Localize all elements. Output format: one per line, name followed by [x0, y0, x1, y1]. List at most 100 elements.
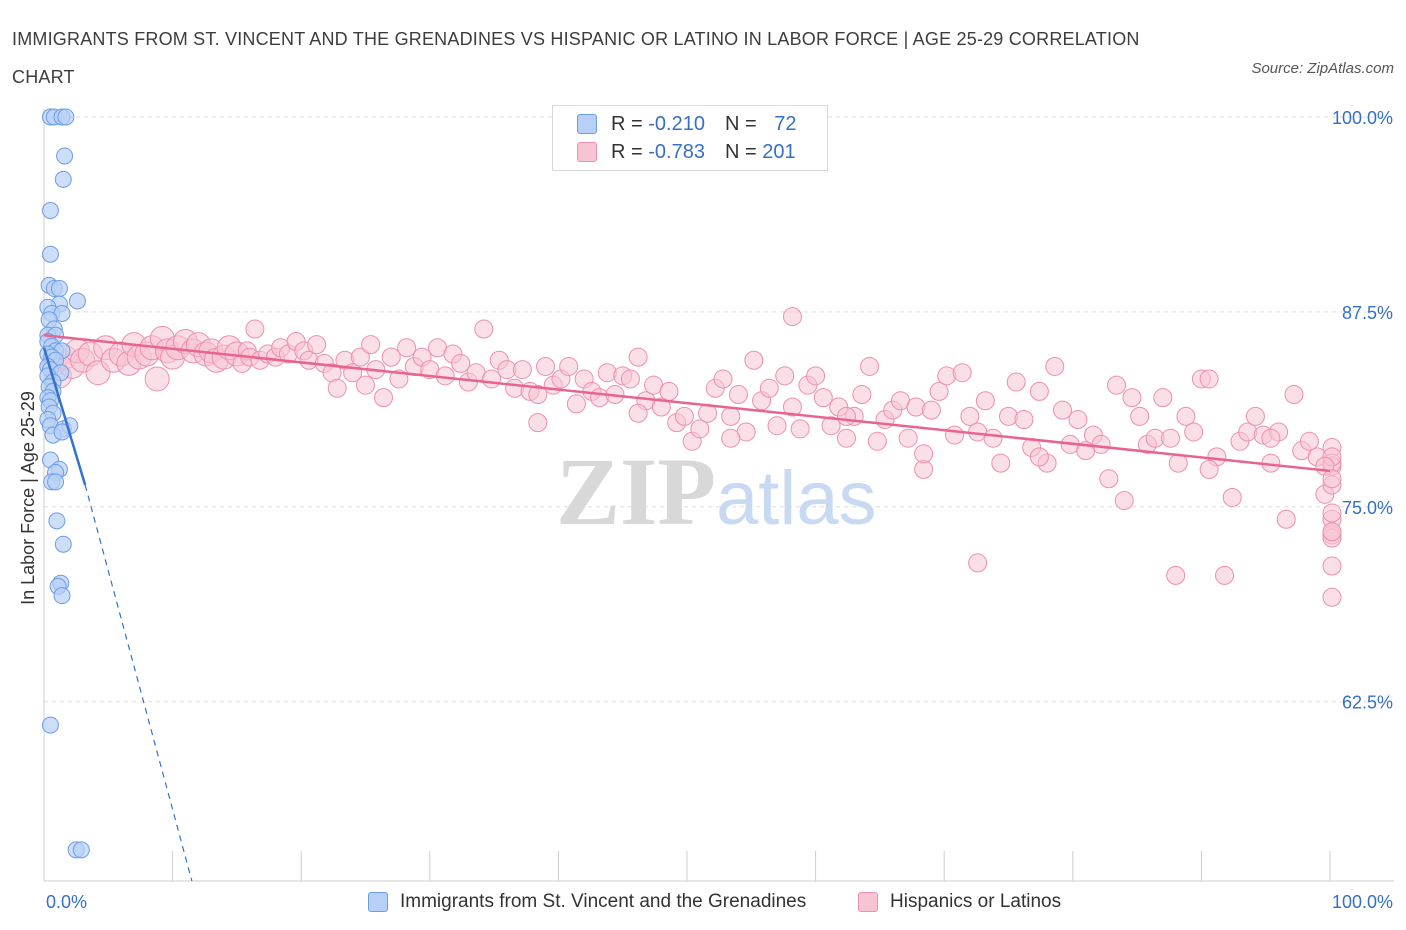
pink-point: [960, 406, 980, 426]
pink-swatch: [858, 892, 878, 912]
correlation-legend: R = -0.210 N = 72 R = -0.783 N = 201: [552, 105, 828, 171]
pink-point: [999, 406, 1018, 426]
axis-labels: 100.0% 87.5% 75.0% 62.5% 0.0% 100.0% In Labor …: [18, 108, 1393, 912]
blue-points: [39, 108, 90, 859]
y-tick-label: 62.5%: [1342, 693, 1393, 713]
legend-row-pink: R = -0.783 N = 201: [577, 138, 796, 166]
pink-point: [1053, 400, 1073, 420]
blue-point: [54, 535, 72, 553]
x-tick-label: 100.0%: [1332, 892, 1393, 912]
source-label: Source: ZipAtlas.com: [1251, 60, 1394, 77]
pink-point: [1029, 381, 1049, 401]
pink-point: [1199, 459, 1219, 479]
pink-point: [1322, 556, 1342, 576]
pink-point: [782, 307, 802, 327]
legend-label-hispanics: Hispanics or Latinos: [890, 891, 1062, 912]
pink-point: [528, 413, 548, 433]
pink-point: [929, 381, 949, 401]
pink-point: [536, 356, 556, 376]
pink-point: [1099, 469, 1119, 489]
pink-point: [1184, 422, 1204, 442]
pink-point: [721, 428, 741, 448]
pink-point: [659, 381, 679, 401]
pink-point: [381, 347, 401, 367]
pink-point: [474, 319, 494, 339]
blue-point: [57, 108, 75, 126]
pink-point: [1107, 375, 1127, 395]
pink-point: [1176, 406, 1196, 426]
pink-point: [1222, 487, 1242, 507]
pink-point: [1091, 434, 1111, 454]
blue-point: [48, 512, 66, 530]
r-label: R =: [611, 112, 649, 135]
pink-point: [505, 378, 525, 398]
pink-point: [1322, 522, 1342, 542]
pink-point: [144, 366, 170, 392]
pink-point: [937, 366, 957, 386]
y-tick-label: 75.0%: [1342, 498, 1393, 518]
y-axis-title: In Labor Force | Age 25-29: [18, 391, 38, 605]
pink-point: [1299, 431, 1319, 451]
pink-point: [944, 425, 964, 445]
pink-trend-line: [43, 334, 1331, 473]
pink-point: [528, 385, 548, 405]
pink-point: [1261, 428, 1281, 448]
blue-point: [41, 716, 59, 734]
blue-point: [41, 245, 59, 263]
r-label: R =: [611, 140, 649, 163]
pink-swatch: [577, 142, 597, 162]
blue-point: [53, 587, 71, 605]
pink-point: [968, 553, 988, 573]
pink-point: [790, 419, 810, 439]
pink-point: [1014, 409, 1034, 429]
pink-point: [597, 363, 617, 383]
pink-point: [559, 356, 579, 376]
pink-point: [1130, 406, 1150, 426]
legend-item-immigrants: Immigrants from St. Vincent and the Gren…: [368, 889, 806, 915]
pink-point: [1284, 385, 1304, 405]
blue-point: [54, 170, 72, 188]
pink-point: [952, 363, 972, 383]
pink-point: [397, 338, 417, 358]
pink-point: [1114, 491, 1134, 511]
pink-point: [806, 366, 826, 386]
pink-point: [245, 319, 265, 339]
pink-point: [898, 428, 918, 448]
pink-point: [1245, 406, 1265, 426]
pink-point: [975, 391, 995, 411]
pink-point: [1161, 428, 1181, 448]
pink-point: [451, 353, 471, 373]
x-tick-label: 0.0%: [46, 892, 87, 912]
pink-point: [775, 366, 795, 386]
pink-point: [867, 431, 887, 451]
pink-points: [41, 307, 1342, 607]
svg-text:atlas: atlas: [716, 456, 877, 541]
pink-point: [759, 378, 779, 398]
pink-point: [906, 397, 926, 417]
r-value-pink: -0.783: [648, 140, 705, 163]
pink-point: [1068, 409, 1088, 429]
pink-point: [566, 394, 586, 414]
trend-lines: [42, 334, 1331, 882]
blue-swatch: [368, 892, 388, 912]
pink-point: [350, 347, 370, 367]
pink-point: [921, 400, 941, 420]
pink-point: [721, 406, 741, 426]
pink-point: [1006, 372, 1026, 392]
pink-point: [991, 453, 1011, 473]
blue-point: [56, 147, 74, 165]
watermark: ZIP atlas: [556, 438, 877, 545]
n-label: N =: [724, 140, 763, 163]
n-value-pink: 201: [762, 140, 796, 163]
pink-point: [1276, 509, 1296, 529]
pink-point: [821, 416, 841, 436]
chart-title: IMMIGRANTS FROM ST. VINCENT AND THE GREN…: [12, 29, 1140, 87]
pink-point: [914, 444, 934, 464]
pink-point: [690, 419, 710, 439]
pink-point: [852, 385, 872, 405]
pink-point: [860, 356, 880, 376]
pink-point: [327, 378, 347, 398]
pink-point: [1199, 369, 1219, 389]
pink-point: [1322, 469, 1342, 489]
